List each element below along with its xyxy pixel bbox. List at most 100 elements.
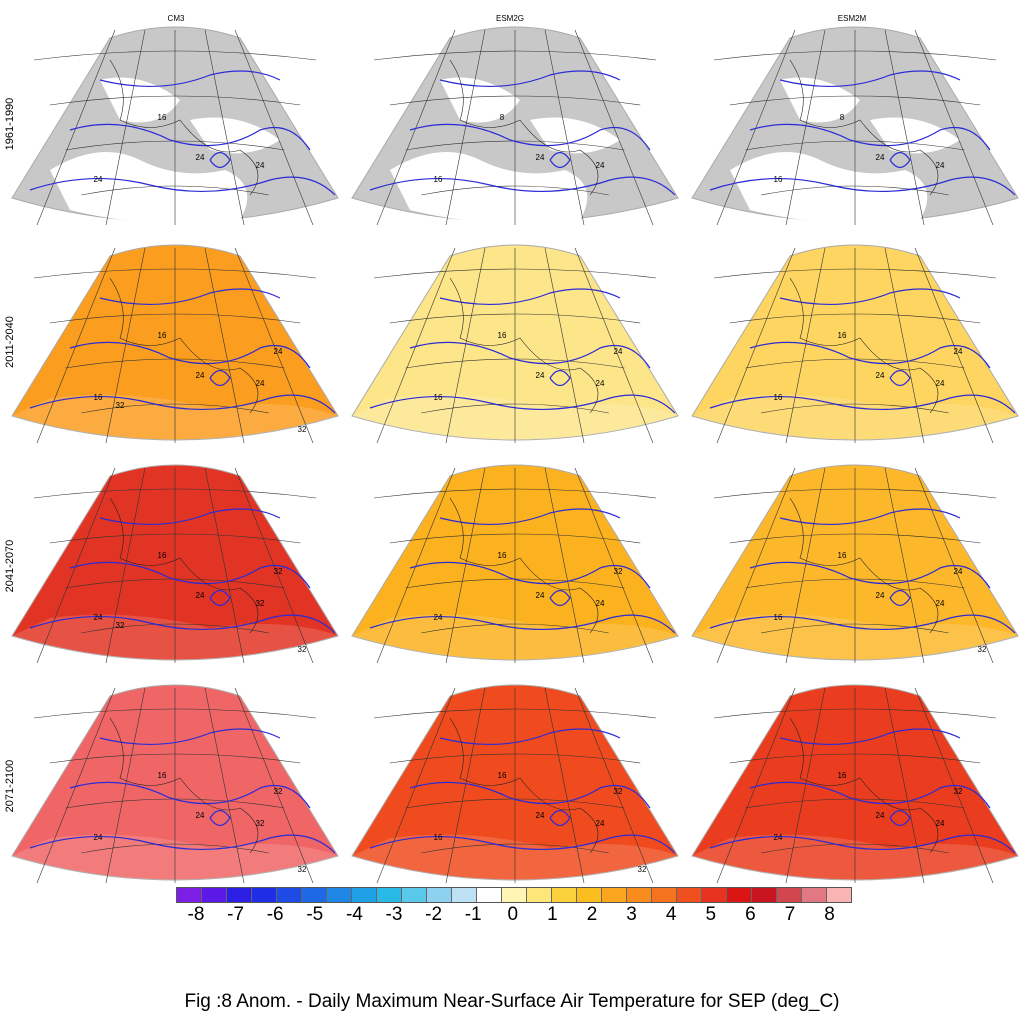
coastline xyxy=(449,497,599,634)
colorbar-swatch xyxy=(627,888,652,902)
graticule xyxy=(33,467,317,663)
colorbar-swatch xyxy=(552,888,577,902)
colorbar-swatch xyxy=(652,888,677,902)
contour-label: 24 xyxy=(196,153,205,162)
contour-label: 24 xyxy=(954,347,963,356)
colorbar-tick-label: 5 xyxy=(705,904,717,925)
contour-label: 8 xyxy=(840,113,845,122)
coastline xyxy=(789,497,939,634)
land-area xyxy=(390,152,588,225)
map-svg: 16 24 24 24 32 xyxy=(351,464,679,663)
contour-label: 16 xyxy=(434,393,443,402)
colorbar-swatch xyxy=(802,888,827,902)
contour-label: 24 xyxy=(94,175,103,184)
contour-label: 16 xyxy=(838,551,847,560)
colorbar-tick-label: 1 xyxy=(547,904,558,925)
contour-label: 24 xyxy=(94,613,103,622)
contour-label: 24 xyxy=(876,591,885,600)
colorbar-swatch xyxy=(252,888,277,902)
contour-label: 16 xyxy=(434,833,443,842)
colorbar-swatch xyxy=(777,888,802,902)
contour-lines xyxy=(369,70,676,196)
contour-lines xyxy=(369,288,676,414)
contour-lines xyxy=(29,508,336,634)
contour-lines xyxy=(369,508,676,634)
contour-label: 32 xyxy=(298,645,307,654)
colorbar-tick-label: -7 xyxy=(227,904,245,925)
figure-caption: Fig :8 Anom. - Daily Maximum Near-Surfac… xyxy=(184,991,840,1012)
map-panel: 16 24 24 24 32 xyxy=(690,678,1020,883)
contour-label: 24 xyxy=(274,347,283,356)
graticule xyxy=(373,247,657,443)
colorbar-tick-label: -4 xyxy=(345,904,363,925)
contour-label: 16 xyxy=(838,331,847,340)
contour-lines xyxy=(369,728,676,854)
contour-label: 24 xyxy=(876,811,885,820)
graticule xyxy=(373,29,657,225)
map-svg: 16 16 24 24 24 32 32 xyxy=(11,244,339,443)
map-svg: 16 24 24 24 xyxy=(11,26,339,225)
contour-label: 32 xyxy=(116,621,125,630)
contour-label: 24 xyxy=(536,371,545,380)
contour-label: 32 xyxy=(256,819,265,828)
contour-label: 24 xyxy=(596,599,605,608)
map-svg: 8 16 24 24 xyxy=(351,26,679,225)
map-svg: 16 24 24 32 32 32 32 xyxy=(11,464,339,663)
graticule xyxy=(373,467,657,663)
map-panel: 16 16 24 24 24 xyxy=(690,238,1020,443)
colorbar-swatch xyxy=(177,888,202,902)
contour-label: 24 xyxy=(256,379,265,388)
map-panel: 8 16 24 24 xyxy=(690,20,1020,225)
colorbar-swatch xyxy=(577,888,602,902)
contour-label: 32 xyxy=(978,645,987,654)
contour-label: 16 xyxy=(434,175,443,184)
colorbar-tick-label: -3 xyxy=(385,904,403,925)
map-panel: 16 24 24 24 xyxy=(10,20,340,225)
colorbar-swatch xyxy=(227,888,252,902)
contour-label: 24 xyxy=(936,819,945,828)
colorbar-tick-label: -2 xyxy=(425,904,443,925)
contour-label: 16 xyxy=(94,393,103,402)
contour-lines xyxy=(29,728,336,854)
land-area xyxy=(780,77,860,123)
contour-lines xyxy=(709,728,1016,854)
graticule xyxy=(373,687,657,883)
graticule xyxy=(33,29,317,225)
contour-label: 24 xyxy=(536,811,545,820)
contour-label: 16 xyxy=(774,393,783,402)
colorbar-tick-label: 6 xyxy=(745,904,756,925)
coastline xyxy=(789,59,939,196)
colorbar-swatch xyxy=(402,888,427,902)
colorbar-swatch xyxy=(827,888,851,902)
contour-label: 24 xyxy=(596,379,605,388)
colorbar-tick-label: -6 xyxy=(266,904,284,925)
contour-label: 32 xyxy=(614,567,623,576)
contour-label: 24 xyxy=(94,833,103,842)
contour-label: 8 xyxy=(500,113,505,122)
colorbar-swatch xyxy=(477,888,502,902)
contour-label: 24 xyxy=(936,161,945,170)
contour-label: 24 xyxy=(954,567,963,576)
contour-label: 16 xyxy=(158,113,167,122)
contour-label: 16 xyxy=(498,551,507,560)
coastline xyxy=(109,59,259,196)
contour-label: 32 xyxy=(274,567,283,576)
colorbar-swatch xyxy=(677,888,702,902)
contour-label: 24 xyxy=(936,599,945,608)
contour-label: 32 xyxy=(638,865,647,874)
column-title-3: ESM2M xyxy=(837,14,867,23)
map-svg: 16 16 24 24 24 xyxy=(351,244,679,443)
colorbar-tick-label: 4 xyxy=(665,904,677,925)
contour-lines xyxy=(29,288,336,414)
contour-label: 16 xyxy=(498,771,507,780)
graticule xyxy=(713,29,997,225)
colorbar-tick-label: 8 xyxy=(824,904,835,925)
map-panel: 16 16 24 24 24 xyxy=(350,238,680,443)
map-panel: 16 16 24 24 32 32 xyxy=(350,678,680,883)
contour-label: 24 xyxy=(774,833,783,842)
map-svg: 16 24 24 24 32 xyxy=(691,684,1019,883)
contour-label: 32 xyxy=(614,787,623,796)
colorbar-tick-label: 7 xyxy=(784,904,796,925)
contour-label: 24 xyxy=(876,371,885,380)
map-panel: 16 24 24 32 32 32 32 xyxy=(10,458,340,663)
